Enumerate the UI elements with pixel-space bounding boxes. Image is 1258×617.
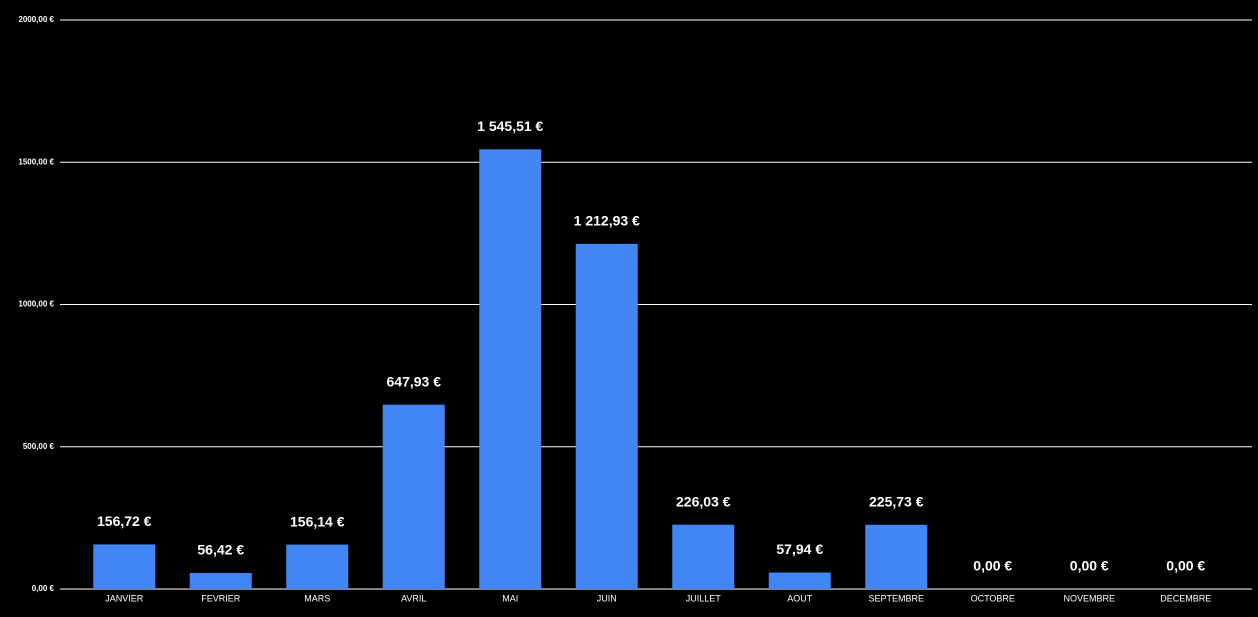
bar [286,544,349,589]
x-tick-label: JANVIER [105,593,144,603]
value-label: 0,00 € [1166,558,1205,574]
bar [93,544,156,589]
bar [382,404,445,589]
value-label: 57,94 € [776,541,823,557]
x-tick-label: AVRIL [401,593,426,603]
bar [575,243,638,589]
x-tick-label: JUILLET [686,593,722,603]
value-label: 225,73 € [869,493,924,509]
x-tick-label: SEPTEMBRE [868,593,924,603]
value-label: 56,42 € [197,542,244,558]
x-tick-label: MARS [304,593,330,603]
x-tick-label: FEVRIER [201,593,241,603]
y-tick-label: 500,00 € [23,442,55,451]
bar [189,572,252,589]
value-label: 1 212,93 € [574,213,640,229]
value-label: 226,03 € [676,493,731,509]
value-label: 647,93 € [387,373,442,389]
x-tick-label: OCTOBRE [971,593,1015,603]
y-tick-label: 1000,00 € [18,300,54,309]
bar [672,524,735,589]
y-tick-label: 1500,00 € [18,157,54,166]
value-label: 1 545,51 € [477,118,543,134]
value-label: 156,14 € [290,513,345,529]
y-tick-label: 2000,00 € [18,15,54,24]
value-label: 0,00 € [973,558,1012,574]
value-label: 0,00 € [1070,558,1109,574]
value-label: 156,72 € [97,513,152,529]
x-tick-label: JUIN [597,593,617,603]
x-tick-label: DECEMBRE [1160,593,1211,603]
x-tick-label: NOVEMBRE [1063,593,1115,603]
y-tick-label: 0,00 € [32,584,55,593]
bar [479,149,542,589]
bar [768,572,831,589]
x-tick-label: MAI [502,593,518,603]
bar [865,524,928,589]
x-tick-label: AOUT [787,593,813,603]
